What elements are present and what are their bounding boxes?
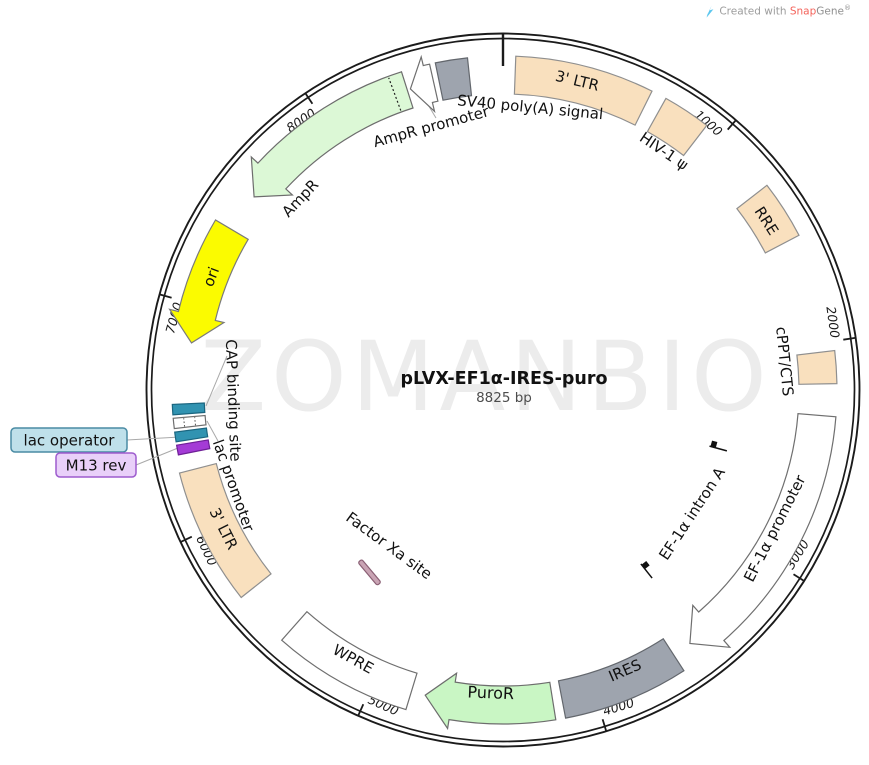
tick-label-2000: 2000 (823, 305, 842, 339)
feature-ampr[interactable] (250, 71, 414, 198)
feature-ori[interactable] (168, 219, 250, 344)
backbone-outer-circle (145, 32, 861, 748)
feature-m13-rev[interactable] (175, 439, 211, 456)
callout-boxes: lac operator M13 rev (10, 427, 137, 478)
feature-rre[interactable] (736, 184, 800, 254)
feature-wpre[interactable] (280, 610, 418, 711)
plasmid-title: pLVX-EF1α-IRES-puro (401, 369, 608, 389)
feature-ires[interactable] (557, 637, 685, 719)
feature-sv40-polya[interactable] (434, 57, 473, 101)
tick-4000 (601, 719, 607, 732)
feature-label-ef1a-intron-a[interactable]: EF-1α intron A (655, 463, 729, 563)
feature-ef1a-intron-a-flag-0 (709, 440, 728, 452)
tick-2000 (843, 337, 856, 341)
feature-ampr-promoter[interactable] (409, 54, 439, 114)
lac-operator-callout-label[interactable]: lac operator (24, 432, 116, 450)
feature-factor-xa[interactable] (358, 559, 381, 586)
feature-arcs (168, 54, 838, 731)
tick-3000 (793, 573, 805, 582)
registered-mark: ® (844, 4, 851, 13)
feature-lac-promoter-hatch (194, 417, 196, 426)
snapgene-credit: Created with SnapGene® (703, 5, 851, 18)
feature-cap-binding[interactable] (171, 402, 206, 416)
leader-line-2 (205, 355, 228, 407)
feature-lac-promoter-hatch (183, 418, 186, 427)
credit-text: Created with SnapGene® (719, 5, 851, 18)
tick-8000 (304, 93, 314, 105)
m13-rev-callout-leader (135, 447, 179, 466)
feature-ampr-divider (388, 77, 402, 111)
tick-5000 (357, 703, 365, 716)
tick-1000 (727, 119, 737, 131)
feature-ef1a-intron-a-flag-1 (640, 561, 653, 579)
feature-label-cppt-cts[interactable]: cPPT/CTS (772, 326, 797, 397)
m13-rev-callout[interactable] (55, 452, 137, 478)
feature-puror[interactable] (424, 671, 557, 731)
feature-ltr3-b[interactable] (178, 462, 272, 599)
feature-label-factor-xa[interactable]: Factor Xa site (343, 508, 436, 583)
snapgene-icon (703, 5, 714, 18)
feature-ltr3-top[interactable] (513, 55, 653, 126)
feature-label-ori[interactable]: ori (199, 264, 223, 289)
credit-brand-snap: Snap (789, 5, 817, 18)
tick-7000 (159, 293, 172, 299)
feature-lac-operator[interactable] (174, 427, 209, 443)
feature-cppt-cts[interactable] (796, 349, 838, 385)
credit-brand-gene: Gene (816, 5, 844, 18)
feature-hiv1-psi[interactable] (646, 97, 708, 157)
lac-operator-callout-leader (126, 436, 181, 441)
feature-label-cap-binding[interactable]: CAP binding site (222, 339, 245, 462)
tick-6000 (180, 535, 193, 543)
watermark-text: ZOMANBIO (200, 321, 771, 433)
leader-line-1 (206, 420, 219, 442)
plasmid-size: 8825 bp (476, 390, 532, 406)
m13-rev-callout-label[interactable]: M13 rev (66, 457, 127, 475)
feature-label-puror[interactable]: PuroR (467, 682, 514, 703)
feature-lac-promoter[interactable] (172, 414, 207, 430)
feature-ef1a-promoter[interactable] (689, 413, 837, 649)
credit-prefix: Created with (719, 5, 787, 18)
lac-operator-callout[interactable] (10, 427, 128, 453)
